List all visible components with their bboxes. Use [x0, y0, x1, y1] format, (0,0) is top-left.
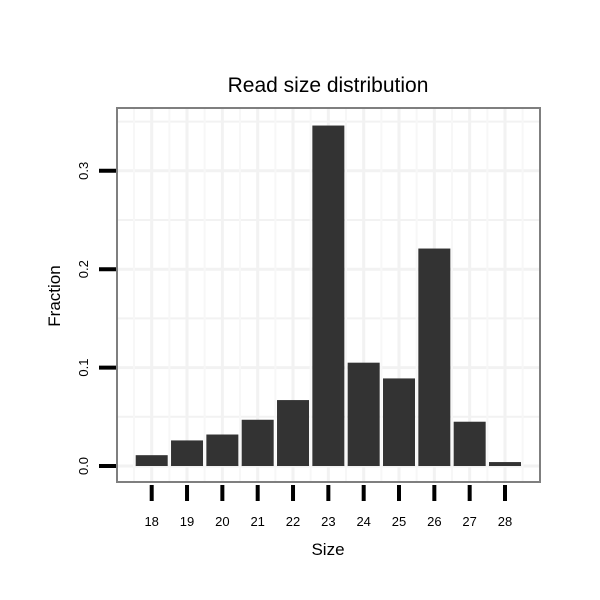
bar-27 [453, 421, 486, 466]
y-axis: 0.0 0.1 0.2 0.3 [76, 162, 116, 475]
panel-border [116, 107, 541, 483]
y-tick-label: 0.1 [76, 359, 91, 377]
bar-22 [277, 400, 310, 466]
y-axis-label: Fraction [45, 265, 64, 326]
bar-28 [489, 462, 521, 466]
chart-title: Read size distribution [228, 74, 429, 97]
bar-24 [347, 362, 380, 466]
x-tick-label: 28 [498, 514, 512, 529]
x-tick-label: 26 [427, 514, 441, 529]
x-axis: 18 19 20 21 22 23 24 25 26 27 28 [144, 485, 512, 529]
y-tick-label: 0.3 [76, 162, 91, 180]
bars [135, 125, 521, 466]
y-tick-label: 0.2 [76, 260, 91, 278]
bar-18 [135, 455, 168, 466]
bar-23 [312, 125, 345, 466]
x-tick-label: 19 [180, 514, 194, 529]
bar-26 [418, 248, 451, 466]
x-tick-label: 22 [286, 514, 300, 529]
x-tick-label: 20 [215, 514, 229, 529]
x-tick-label: 27 [462, 514, 476, 529]
x-tick-label: 21 [250, 514, 264, 529]
x-tick-label: 24 [356, 514, 370, 529]
x-axis-label: Size [311, 540, 344, 559]
bar-25 [383, 378, 416, 466]
x-tick-label: 25 [392, 514, 406, 529]
bar-21 [241, 419, 274, 466]
x-tick-label: 23 [321, 514, 335, 529]
bar-20 [206, 434, 239, 466]
y-tick-label: 0.0 [76, 457, 91, 475]
x-tick-label: 18 [144, 514, 158, 529]
bar-19 [171, 440, 204, 466]
